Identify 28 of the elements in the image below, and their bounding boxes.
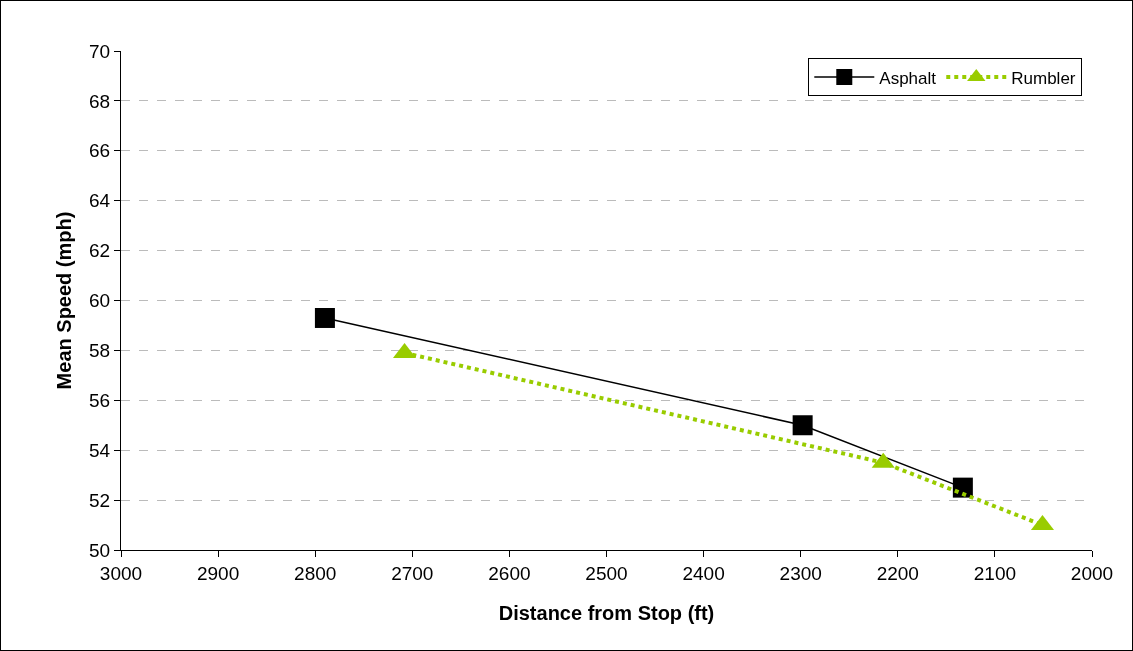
y-tick-label: 54 bbox=[89, 439, 111, 461]
y-tick-label: 64 bbox=[89, 190, 111, 212]
y-tick-label: 62 bbox=[89, 240, 111, 262]
x-tick-label: 2900 bbox=[196, 562, 240, 584]
x-tick-label: 2300 bbox=[779, 562, 822, 584]
x-tick-label: 2500 bbox=[585, 562, 628, 584]
x-tick-label: 2200 bbox=[876, 562, 919, 584]
x-tick-label: 2400 bbox=[682, 562, 725, 584]
x-tick-label: 3000 bbox=[99, 562, 143, 584]
x-tick-label: 2700 bbox=[391, 562, 434, 584]
x-tick-label: 2100 bbox=[973, 562, 1017, 584]
point bbox=[314, 307, 335, 328]
legend-label: Rumbler bbox=[1011, 68, 1076, 88]
point bbox=[792, 415, 813, 436]
y-axis-title: Mean Speed (mph) bbox=[53, 211, 75, 390]
x-tick-label: 2000 bbox=[1070, 562, 1114, 584]
x-axis-title: Distance from Stop (ft) bbox=[498, 602, 715, 624]
y-tick-label: 70 bbox=[89, 40, 111, 62]
legend-label: Asphalt bbox=[879, 68, 937, 88]
y-tick-label: 50 bbox=[89, 539, 111, 561]
y-tick-label: 52 bbox=[89, 489, 111, 511]
y-tick-label: 68 bbox=[89, 90, 111, 112]
x-tick-label: 2800 bbox=[294, 562, 337, 584]
y-tick-label: 60 bbox=[89, 290, 111, 312]
y-tick-label: 66 bbox=[89, 140, 111, 162]
y-tick-label: 58 bbox=[89, 340, 111, 362]
y-tick-label: 56 bbox=[89, 389, 111, 411]
x-tick-label: 2600 bbox=[488, 562, 531, 584]
